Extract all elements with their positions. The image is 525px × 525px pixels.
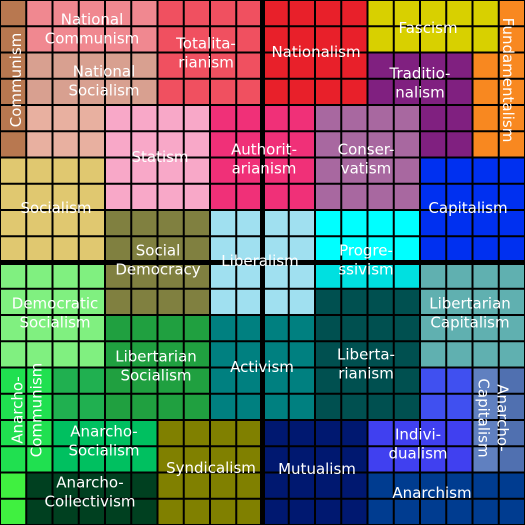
label-line: Liberta-	[337, 345, 395, 363]
region-label: Activism	[230, 358, 294, 376]
region-label: Anarcho-Capitalism	[475, 378, 512, 457]
label-line: Mutualism	[278, 460, 356, 478]
label-line: Democratic	[12, 294, 98, 312]
label-line: Socialism	[68, 81, 139, 99]
region-label: Liberta-rianism	[337, 345, 395, 382]
label-line: Libertarian	[115, 347, 197, 365]
label-line: Nationalism	[271, 43, 360, 61]
region-label: Libertarian Socialism	[115, 347, 197, 384]
label-line: ssivism	[338, 260, 393, 278]
region-label: Anarchism	[392, 484, 471, 502]
label-line: Capitalism	[475, 378, 493, 457]
region-label: Syndicalism	[166, 459, 256, 477]
region-label: Progre-ssivism	[338, 241, 393, 278]
label-line: Anarchism	[392, 484, 471, 502]
label-line: rianism	[178, 53, 234, 71]
label-line: Social	[136, 241, 180, 259]
label-line: National	[61, 10, 124, 28]
region-label: Libertarian Capitalism	[429, 294, 511, 331]
label-line: Totalita-	[175, 34, 236, 52]
region-label: Fundamentalism	[500, 18, 518, 143]
label-line: National	[73, 62, 136, 80]
label-line: Communism	[27, 363, 45, 457]
region-label: Statism	[131, 148, 188, 166]
label-line: Authorit-	[231, 140, 297, 158]
label-line: Libertarian	[429, 294, 511, 312]
region-label: National Socialism	[68, 62, 139, 99]
label-line: dualism	[389, 444, 448, 462]
region-label: Anarcho-Collectivism	[45, 473, 136, 510]
label-line: arianism	[232, 159, 297, 177]
region-label: Capitalism	[428, 199, 507, 217]
label-line: Liberalism	[221, 252, 298, 270]
label-line: Socialism	[68, 441, 139, 459]
label-line: Socialism	[120, 366, 191, 384]
label-line: Socialism	[20, 199, 91, 217]
label-line: Progre-	[339, 241, 393, 259]
region-label: Liberalism	[221, 252, 298, 270]
label-line: Traditio-	[389, 64, 451, 82]
label-line: vatism	[341, 159, 392, 177]
region-label: Indivi-dualism	[389, 425, 448, 462]
region-label: Authorit-arianism	[231, 140, 297, 177]
region-label: Conser-vatism	[338, 140, 395, 177]
region-label: Nationalism	[271, 43, 360, 61]
region-label: Democratic Socialism	[12, 294, 98, 331]
label-line: Communism	[45, 29, 139, 47]
label-line: Socialism	[19, 313, 90, 331]
label-line: Conser-	[338, 140, 395, 158]
label-line: Democracy	[115, 260, 200, 278]
label-line: Capitalism	[430, 313, 509, 331]
label-line: rianism	[338, 364, 394, 382]
label-line: Anarcho-	[70, 422, 137, 440]
region-label: Socialism	[20, 199, 91, 217]
label-line: Statism	[131, 148, 188, 166]
region-label: Communism	[7, 33, 25, 127]
label-line: Communism	[7, 33, 25, 127]
region-label: National Communism	[45, 10, 139, 47]
label-line: Collectivism	[45, 492, 136, 510]
label-line: Fundamentalism	[500, 18, 518, 143]
region-label: Totalita-rianism	[175, 34, 236, 71]
region-label: Mutualism	[278, 460, 356, 478]
region-label: Traditio-nalism	[389, 64, 451, 101]
label-line: Anarcho-	[8, 376, 26, 443]
label-line: nalism	[395, 83, 444, 101]
region-label: Social Democracy	[115, 241, 200, 278]
label-line: Indivi-	[395, 425, 441, 443]
label-line: Anarcho-	[494, 384, 512, 451]
label-line: Capitalism	[428, 199, 507, 217]
label-line: Fascism	[398, 19, 457, 37]
label-line: Anarcho-	[56, 473, 123, 491]
region-label: Anarcho-Socialism	[68, 422, 139, 459]
label-line: Syndicalism	[166, 459, 256, 477]
region-label: Anarcho-Communism	[8, 363, 45, 457]
label-line: Activism	[230, 358, 294, 376]
region-label: Fascism	[398, 19, 457, 37]
